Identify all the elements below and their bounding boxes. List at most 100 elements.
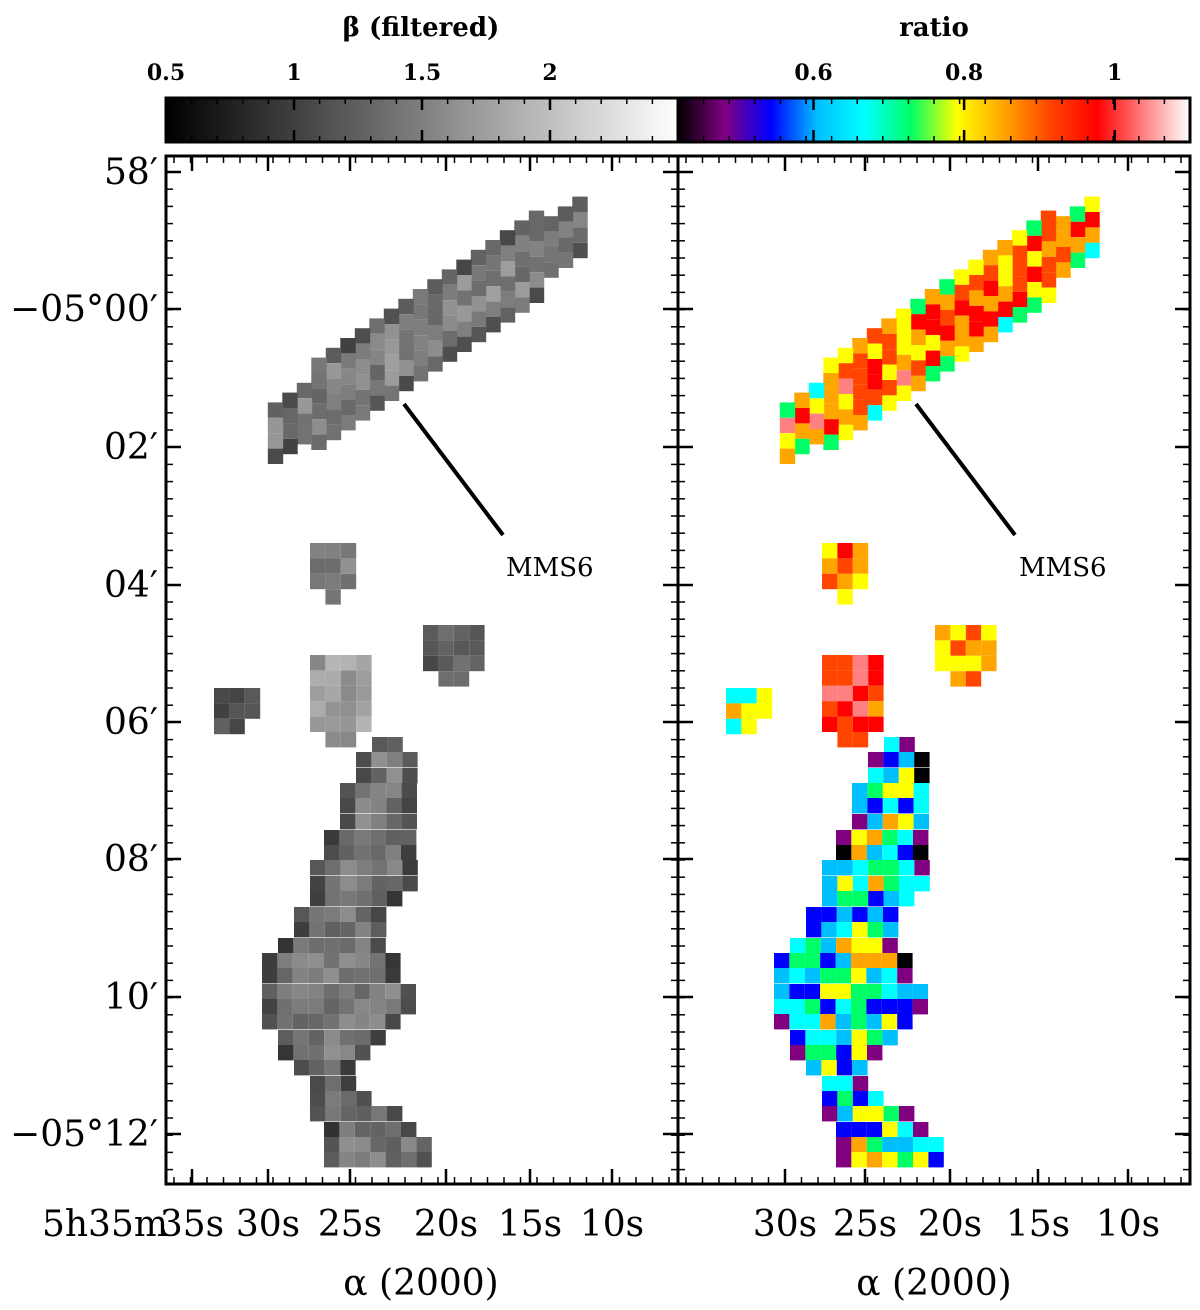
map-cell — [401, 1122, 417, 1138]
map-cell — [867, 814, 883, 830]
map-cell — [741, 718, 757, 735]
map-cell — [324, 922, 341, 938]
map-cell — [852, 415, 868, 431]
map-cell — [883, 907, 899, 923]
map-cell — [441, 315, 458, 331]
map-cell — [385, 1122, 401, 1138]
map-cell — [822, 573, 838, 590]
map-cell — [310, 891, 326, 907]
colorbar-tick-label: 0.5 — [147, 60, 185, 86]
map-cell — [470, 326, 487, 343]
map-cell — [469, 655, 485, 672]
map-cell — [324, 1045, 340, 1061]
map-cell — [968, 275, 984, 291]
map-cell — [883, 752, 899, 768]
map-cell — [340, 573, 357, 590]
map-cell — [820, 953, 836, 969]
map-cell — [325, 655, 341, 671]
map-cell — [1084, 242, 1100, 259]
map-cell — [456, 336, 472, 352]
map-cell — [383, 308, 400, 324]
map-cell — [982, 326, 999, 343]
map-cell — [354, 1122, 371, 1138]
map-cell — [852, 798, 868, 814]
map-cell — [262, 953, 278, 969]
map-cell — [1084, 227, 1100, 243]
map-cell — [340, 685, 357, 702]
map-cell — [837, 363, 854, 379]
map-cell — [214, 688, 230, 704]
map-cell — [499, 261, 516, 277]
map-cell — [371, 907, 387, 923]
map-cell — [852, 732, 869, 748]
map-cell — [324, 1122, 340, 1138]
map-cell — [982, 311, 999, 327]
map-cell — [914, 752, 930, 768]
map-cell — [340, 783, 356, 799]
map-cell — [438, 655, 454, 672]
map-cell — [968, 336, 984, 352]
map-cell — [354, 1152, 371, 1168]
map-cell — [741, 688, 757, 704]
map-cell — [779, 417, 796, 434]
map-cell — [851, 953, 867, 969]
map-cell — [837, 409, 854, 425]
map-cell — [1069, 221, 1086, 238]
map-cell — [514, 251, 530, 267]
map-cell — [913, 783, 929, 799]
map-cell — [1040, 210, 1057, 226]
map-cell — [895, 339, 912, 355]
map-cell — [325, 378, 342, 394]
map-cell — [311, 403, 327, 420]
map-cell — [997, 317, 1013, 333]
map-cell — [470, 311, 487, 327]
map-cell — [897, 1137, 913, 1153]
beta-panel — [214, 196, 588, 1168]
map-cell — [355, 814, 371, 830]
map-cell — [416, 1152, 432, 1168]
map-cell — [267, 433, 284, 449]
map-cell — [267, 417, 284, 434]
map-cell — [804, 953, 821, 969]
map-cell — [897, 1152, 913, 1168]
map-cell — [282, 408, 298, 424]
map-cell — [895, 385, 912, 401]
map-cell — [340, 384, 356, 400]
map-cell — [311, 434, 327, 450]
map-cell — [370, 783, 387, 799]
map-cell — [924, 350, 941, 366]
map-cell — [837, 860, 853, 876]
map-cell — [935, 655, 951, 672]
map-cell — [997, 255, 1013, 271]
map-cell — [441, 346, 458, 362]
map-cell — [867, 922, 883, 938]
map-cell — [325, 394, 342, 410]
map-cell — [935, 625, 951, 641]
map-cell — [356, 876, 372, 892]
map-cell — [340, 860, 357, 876]
map-cell — [822, 701, 838, 717]
map-cell — [913, 1122, 929, 1138]
map-cell — [416, 1137, 432, 1153]
map-cell — [852, 685, 869, 702]
map-cell — [821, 1060, 837, 1076]
map-cell — [790, 1045, 806, 1061]
map-cell — [808, 413, 825, 429]
map-cell — [982, 280, 999, 296]
colorbar-tick-label: 2 — [542, 60, 557, 86]
map-cell — [308, 1045, 325, 1061]
map-cell — [881, 968, 898, 984]
map-cell — [294, 922, 310, 938]
map-cell — [868, 860, 884, 876]
map-cell — [837, 655, 853, 671]
map-cell — [572, 212, 588, 228]
map-cell — [866, 968, 882, 984]
map-cell — [453, 655, 470, 672]
map-cell — [835, 953, 851, 969]
map-cell — [867, 798, 883, 814]
colorbar-tick-label: 1 — [1107, 60, 1122, 86]
map-cell — [354, 999, 370, 1015]
map-cell — [369, 1014, 386, 1030]
map-cell — [821, 907, 837, 923]
